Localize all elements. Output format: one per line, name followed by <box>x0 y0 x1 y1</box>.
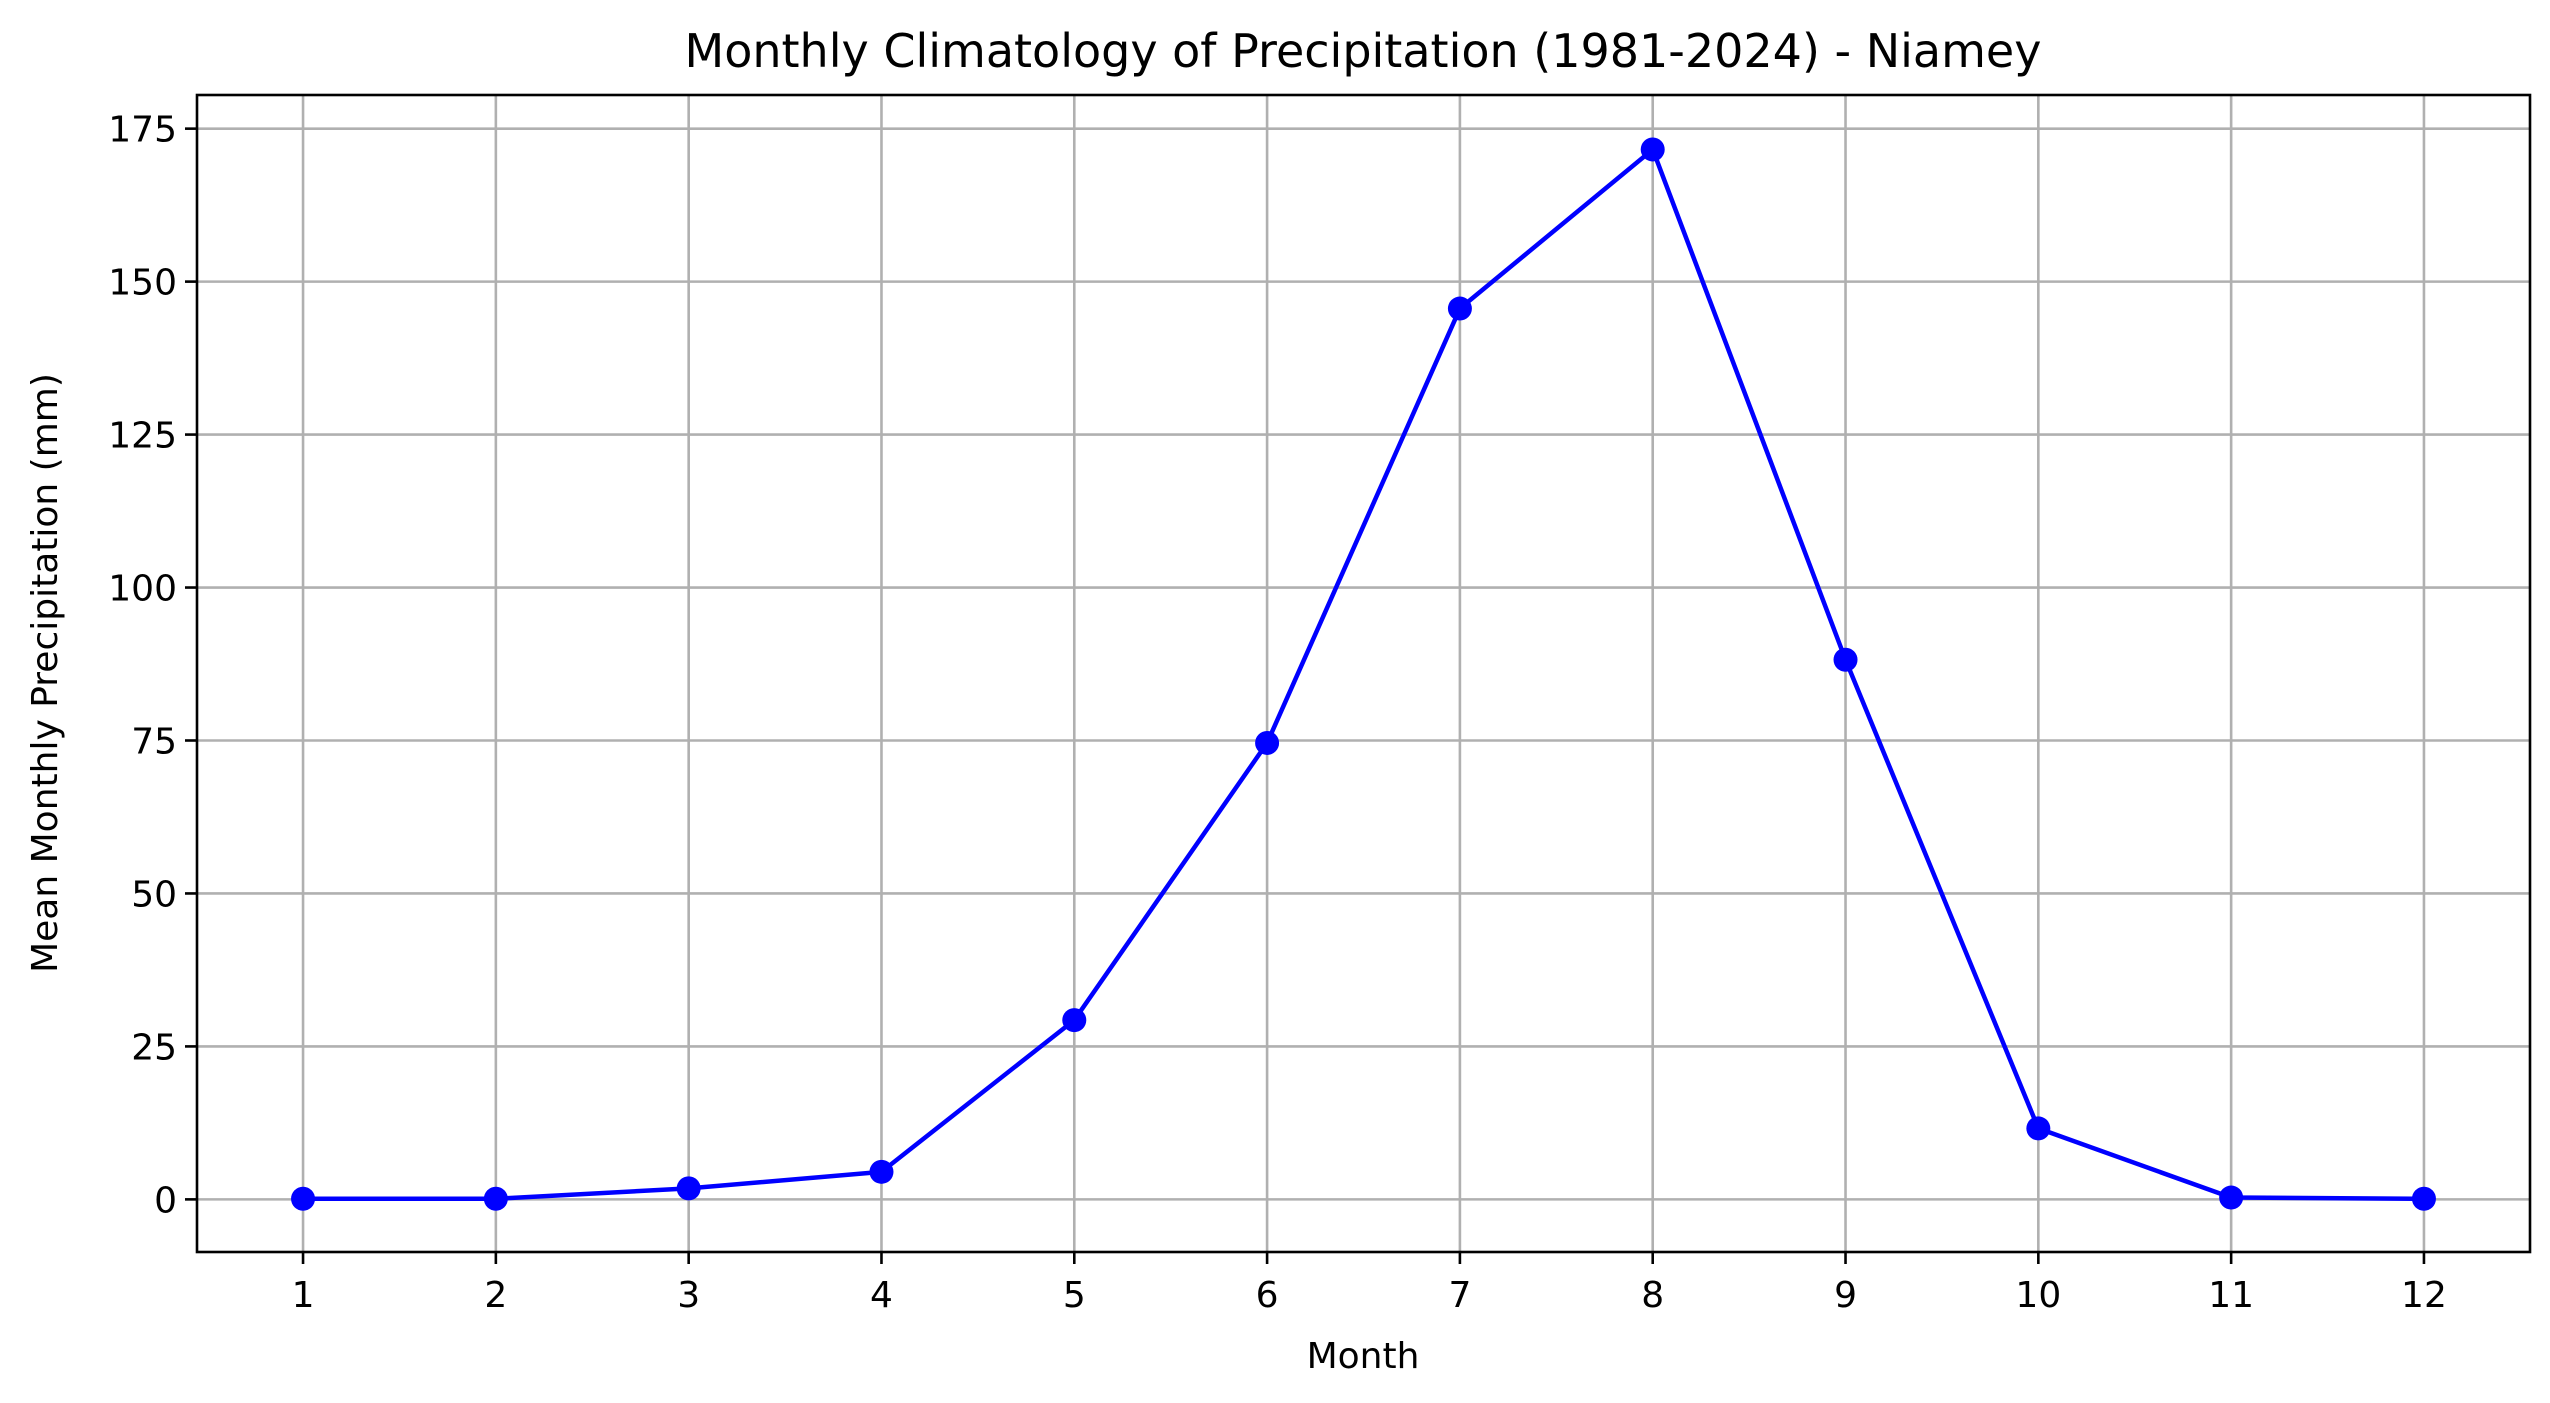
series-line <box>303 147 2424 1202</box>
data-point-month-12 <box>2411 1186 2436 1211</box>
x-axis-label: Month <box>1307 1336 1420 1377</box>
y-axis-label: Mean Monthly Precipitation (mm) <box>25 373 66 973</box>
x-tick-label: 6 <box>1256 1275 1279 1316</box>
x-tick-label: 2 <box>484 1275 507 1316</box>
y-tick-label: 50 <box>131 874 177 915</box>
grid-lines <box>197 95 2530 1252</box>
y-tick-label: 75 <box>131 721 177 762</box>
x-tick-label: 8 <box>1641 1275 1664 1316</box>
chart-title: Monthly Climatology of Precipitation (19… <box>685 24 2042 78</box>
data-point-month-3 <box>676 1176 701 1201</box>
y-tick-label: 100 <box>108 569 177 610</box>
x-tick-label: 1 <box>292 1275 315 1316</box>
y-tick-label: 150 <box>108 263 177 304</box>
data-point-month-6 <box>1255 730 1280 755</box>
x-tick-label: 5 <box>1063 1275 1086 1316</box>
y-tick-label: 125 <box>108 416 177 457</box>
x-tick-label: 3 <box>677 1275 700 1316</box>
data-point-month-9 <box>1833 647 1858 672</box>
data-point-month-5 <box>1062 1008 1087 1033</box>
y-tick-label: 25 <box>131 1027 177 1068</box>
y-tick-label: 175 <box>108 110 177 151</box>
data-point-month-2 <box>483 1186 508 1211</box>
data-point-month-4 <box>869 1159 894 1184</box>
x-tick-label: 11 <box>2208 1275 2254 1316</box>
plot-frame <box>195 93 2532 1254</box>
data-point-month-8 <box>1640 137 1665 162</box>
x-tick-label: 9 <box>1834 1275 1857 1316</box>
series-layer <box>291 137 2436 1211</box>
y-tick-label: 0 <box>154 1180 177 1221</box>
x-tick-label: 7 <box>1448 1275 1471 1316</box>
data-point-month-1 <box>291 1186 316 1211</box>
x-tick-label: 10 <box>2015 1275 2061 1316</box>
data-point-month-11 <box>2219 1185 2244 1210</box>
x-tick-label: 4 <box>870 1275 893 1316</box>
data-point-month-10 <box>2026 1116 2051 1141</box>
data-point-month-7 <box>1447 296 1472 321</box>
x-tick-label: 12 <box>2401 1275 2447 1316</box>
